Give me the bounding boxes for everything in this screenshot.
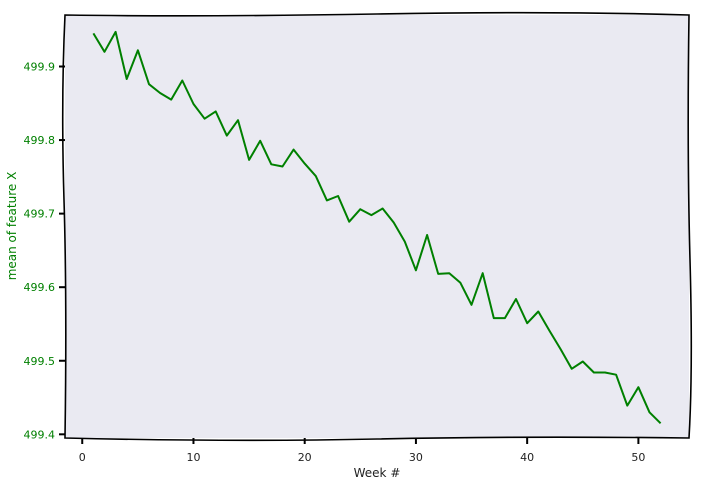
- x-tick-label: 30: [409, 451, 423, 464]
- y-tick-label: 499.8: [24, 134, 56, 147]
- y-axis-label: mean of feature X: [5, 172, 19, 281]
- y-tick-label: 499.6: [24, 281, 56, 294]
- y-axis-ticks: 499.4 499.5 499.6 499.7 499.8 499.9: [24, 60, 65, 441]
- x-tick-label: 10: [186, 451, 200, 464]
- x-axis-ticks: 0 10 20 30 40 50: [79, 438, 645, 464]
- x-tick-label: 40: [520, 451, 534, 464]
- y-tick-label: 499.7: [24, 208, 56, 221]
- plot-area: [65, 15, 689, 438]
- x-axis-label: Week #: [354, 466, 401, 480]
- x-tick-label: 50: [631, 451, 645, 464]
- x-tick-label: 20: [298, 451, 312, 464]
- x-tick-label: 0: [79, 451, 86, 464]
- y-tick-label: 499.9: [24, 60, 56, 73]
- y-tick-label: 499.4: [24, 428, 56, 441]
- plot-frame: [61, 11, 693, 442]
- series-line: [92, 30, 662, 425]
- y-tick-label: 499.5: [24, 355, 56, 368]
